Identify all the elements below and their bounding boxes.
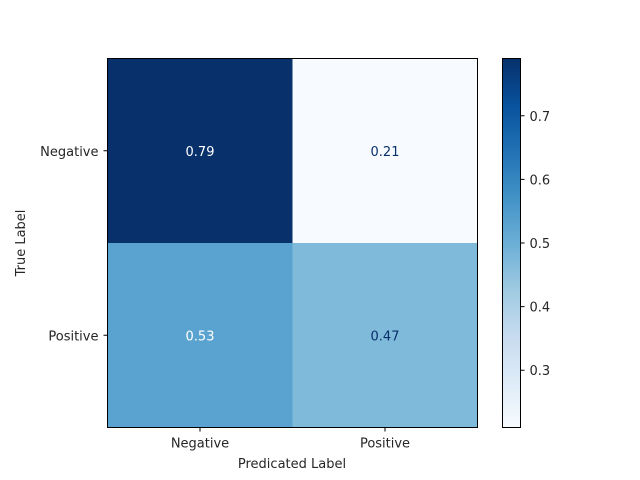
heatmap-cell: [292, 58, 478, 243]
colorbar-tick-label: 0.5: [530, 237, 551, 252]
x-tick-label: Positive: [360, 437, 410, 452]
cell-value-label: 0.47: [371, 329, 400, 344]
colorbar: 0.3 0.4 0.5 0.6 0.7: [502, 58, 551, 428]
y-tick-label: Negative: [40, 145, 98, 160]
x-tick-label: Negative: [171, 437, 229, 452]
y-axis-ticks: Negative Positive: [40, 145, 108, 344]
colorbar-ticks: 0.3 0.4 0.5 0.6 0.7: [520, 110, 551, 379]
colorbar-tick-label: 0.3: [530, 364, 551, 379]
cell-value-label: 0.21: [371, 145, 400, 160]
colorbar-tick-label: 0.6: [530, 173, 551, 188]
heatmap-cell: [107, 58, 293, 243]
cell-value-label: 0.79: [186, 145, 215, 160]
plot-frame: [107, 58, 478, 428]
colorbar-tick-label: 0.7: [530, 110, 551, 125]
x-axis-label: Predicated Label: [238, 457, 346, 472]
cell-value-label: 0.53: [186, 329, 215, 344]
y-tick-label: Positive: [48, 329, 98, 344]
heatmap-cell: [107, 243, 293, 428]
colorbar-tick-label: 0.4: [530, 301, 551, 316]
colorbar-gradient: [502, 58, 521, 428]
y-axis-label: True Label: [14, 210, 29, 278]
x-axis-ticks: Negative Positive: [171, 427, 410, 452]
heatmap-cell: [292, 243, 478, 428]
heatmap-cells: 0.79 0.21 0.53 0.47: [107, 58, 478, 428]
